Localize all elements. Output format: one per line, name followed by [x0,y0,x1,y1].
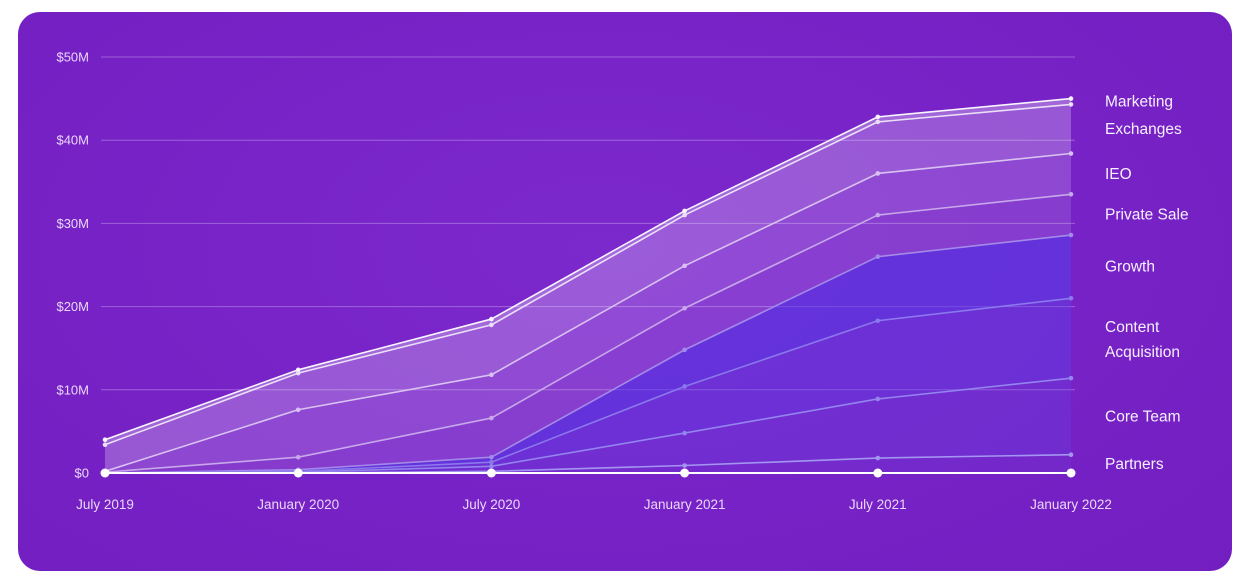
data-point-exchanges [682,212,687,218]
area-band-growth [105,235,1071,473]
legend-label-marketing: Marketing [1105,94,1173,111]
legend-label-partners: Partners [1105,456,1164,473]
legend-label-ieo: IEO [1105,166,1132,183]
legend-label-line: Content [1105,319,1160,336]
x-axis-label: July 2020 [463,497,521,512]
data-point-exchanges [102,442,108,448]
legend-label-core-team: Core Team [1105,408,1181,425]
data-point-partners [1068,452,1074,457]
data-point-growth [682,347,687,353]
data-point-content-acquisition [489,459,494,465]
data-point-marketing [489,316,494,322]
area-band-ieo [105,153,1071,473]
area-band-core-team [105,378,1071,473]
data-point-core-team [682,430,687,436]
data-point-core-team [489,464,494,469]
data-point-ieo [295,407,301,413]
y-axis-label: $40M [56,133,89,148]
data-point-exchanges [489,322,494,328]
data-point-marketing [682,208,687,214]
data-point-marketing [1068,96,1074,101]
data-point-marketing [295,367,301,373]
y-axis-label: $50M [56,50,89,65]
data-point-private-sale [1068,191,1074,197]
baseline-marker [680,468,690,478]
y-axis-label: $10M [56,382,89,397]
legend-label-private-sale: Private Sale [1105,207,1189,224]
data-point-private-sale [682,305,687,311]
data-point-growth [875,254,881,259]
data-point-core-team [1068,375,1074,381]
data-point-exchanges [875,119,881,125]
data-point-ieo [682,263,687,269]
data-point-partners [682,463,687,468]
data-point-growth [1068,232,1074,238]
data-point-private-sale [295,454,301,460]
series-line-ieo [104,152,1072,473]
data-point-content-acquisition [1068,295,1074,301]
y-axis-label: $20M [56,299,89,314]
data-point-marketing [875,114,881,120]
data-point-ieo [875,171,881,176]
x-axis-label: January 2022 [1030,497,1112,512]
series-line-marketing [104,97,1072,441]
area-band-marketing [105,98,1071,445]
legend-label-content-acquisition: Content Acquisition [1105,319,1180,361]
x-axis-label: July 2019 [76,497,134,512]
baseline-marker [486,468,496,478]
area-band-private-sale [105,194,1071,473]
data-point-exchanges [1068,102,1074,107]
y-axis-label: $30M [56,216,89,231]
baseline-marker [100,468,110,478]
series-line-exchanges [104,103,1072,446]
x-axis-label: January 2020 [257,497,339,512]
chart-card: $0 $10M $20M $30M $40M $50M July 2019 January 2… [18,12,1232,571]
legend-label-exchanges: Exchanges [1105,121,1182,138]
data-point-content-acquisition [875,318,881,324]
baseline-marker [1066,468,1076,478]
token-release-stacked-area-chart: $0 $10M $20M $30M $40M $50M July 2019 January 2… [56,50,1189,513]
data-point-partners [875,455,881,461]
data-point-exchanges [295,370,301,376]
legend-label-growth: Growth [1105,259,1155,276]
data-point-private-sale [875,212,881,218]
series-line-growth [104,234,1072,474]
x-axis-label: July 2021 [849,497,907,512]
area-band-partners [105,454,1071,473]
legend-label-line: Acquisition [1105,344,1180,361]
data-point-core-team [875,396,881,402]
data-point-ieo [1068,151,1074,156]
x-axis-label: January 2021 [644,497,726,512]
y-axis-label: $0 [75,466,89,481]
data-point-content-acquisition [682,384,687,389]
data-point-ieo [489,372,494,378]
area-band-content-acquisition [105,298,1071,473]
data-point-growth [489,454,494,460]
baseline-marker [293,468,303,478]
data-point-private-sale [489,415,494,421]
data-point-marketing [102,437,108,443]
series-line-private-sale [104,193,1072,473]
baseline-marker [873,468,883,478]
